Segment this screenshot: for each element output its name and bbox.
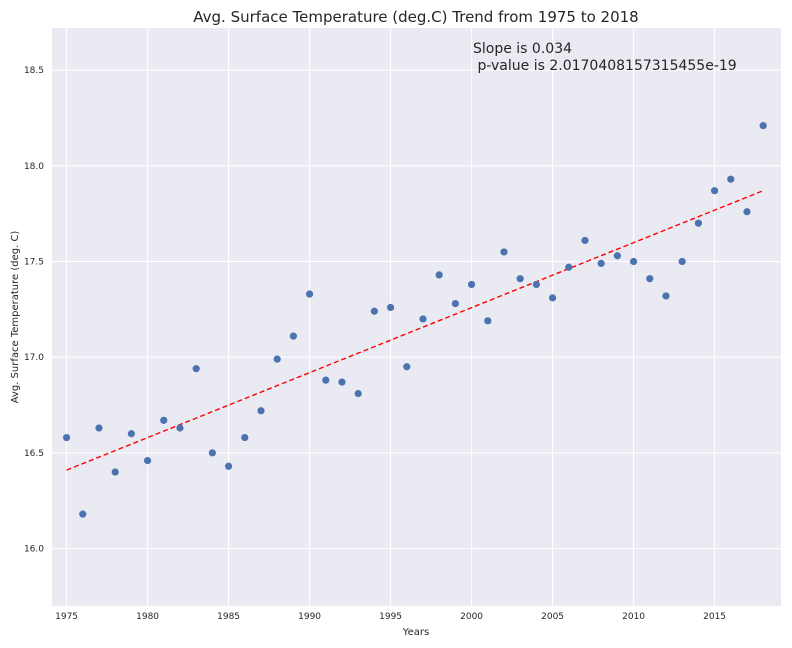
data-point — [759, 122, 767, 130]
y-tick-label: 16.5 — [24, 449, 44, 459]
data-point — [273, 355, 281, 363]
data-point — [127, 430, 135, 438]
data-point — [419, 315, 427, 323]
x-tick-label: 1995 — [379, 612, 402, 622]
grid-lines — [52, 28, 781, 606]
data-point — [224, 462, 233, 470]
p-value-annotation: p-value is 2.0170408157315455e-19 — [473, 58, 737, 74]
data-point — [500, 248, 508, 256]
y-axis-label: Avg. Surface Temperature (deg. C) — [10, 231, 21, 404]
data-point — [694, 219, 702, 227]
data-point — [62, 433, 71, 442]
trend-line — [66, 190, 764, 471]
data-point — [727, 175, 735, 183]
x-tick-label: 2015 — [703, 612, 726, 622]
data-point — [581, 236, 589, 245]
data-point — [322, 376, 330, 384]
x-tick-label: 1975 — [55, 612, 78, 622]
y-tick-labels: 16.0 16.5 17.0 17.5 18.0 18.5 — [24, 66, 44, 554]
data-point — [143, 456, 152, 465]
x-tick-labels: 1975 1980 1985 1990 1995 2000 2005 2010 2015 — [55, 612, 726, 622]
data-point — [160, 416, 168, 424]
data-point — [613, 252, 621, 260]
data-point — [646, 275, 654, 283]
x-tick-label: 1980 — [136, 612, 159, 622]
data-point — [257, 407, 265, 415]
data-point — [176, 424, 184, 432]
data-point — [467, 280, 476, 289]
data-point — [435, 271, 443, 279]
data-point — [111, 468, 119, 476]
x-tick-label: 1985 — [217, 612, 240, 622]
y-tick-label: 18.5 — [24, 66, 44, 76]
x-tick-label: 2000 — [460, 612, 483, 622]
y-tick-label: 17.5 — [24, 257, 44, 267]
data-point — [208, 449, 216, 457]
data-point — [370, 307, 378, 315]
data-point — [597, 259, 605, 268]
data-point — [629, 257, 638, 266]
x-tick-label: 2005 — [541, 612, 564, 622]
slope-annotation: Slope is 0.034 — [473, 41, 572, 57]
plot-background — [52, 28, 781, 606]
y-tick-label: 17.0 — [24, 353, 44, 363]
data-point — [241, 433, 249, 442]
data-point — [338, 378, 346, 386]
data-point — [386, 303, 395, 312]
x-tick-label: 2010 — [622, 612, 645, 622]
data-point — [95, 424, 103, 432]
x-axis-label: Years — [402, 627, 429, 638]
data-point — [451, 300, 459, 308]
data-point — [484, 317, 492, 325]
data-point — [305, 290, 314, 298]
data-point — [678, 257, 686, 266]
x-tick-label: 1990 — [298, 612, 321, 622]
data-point — [192, 365, 200, 373]
data-point — [516, 275, 524, 283]
data-point — [354, 389, 362, 398]
data-point — [289, 332, 297, 340]
data-points — [62, 122, 767, 518]
data-point — [548, 294, 557, 302]
data-point — [565, 263, 573, 271]
chart-title: Avg. Surface Temperature (deg.C) Trend f… — [193, 8, 638, 26]
y-tick-label: 18.0 — [24, 162, 44, 172]
y-tick-label: 16.0 — [24, 545, 44, 555]
data-point — [79, 510, 87, 518]
data-point — [662, 292, 670, 300]
data-point — [403, 363, 411, 371]
data-point — [743, 208, 751, 216]
data-point — [710, 187, 719, 195]
data-point — [532, 280, 540, 289]
